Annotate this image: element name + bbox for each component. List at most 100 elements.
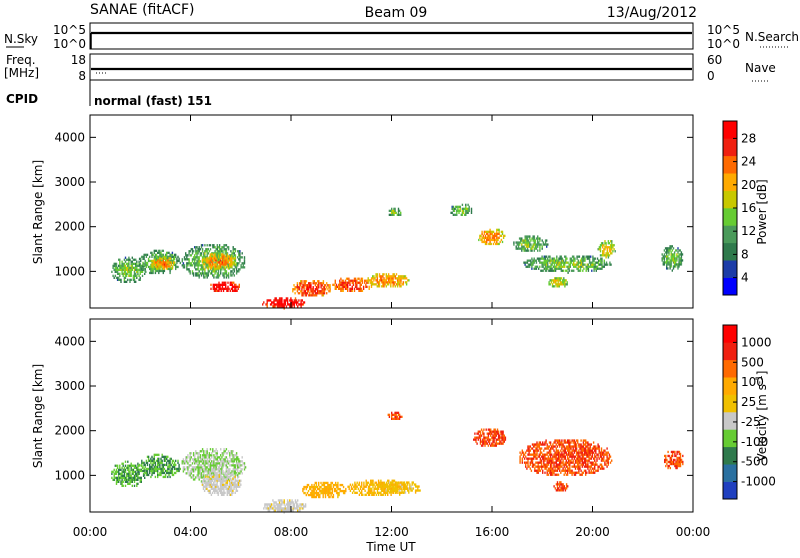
power-cell [202, 268, 203, 270]
power-cell [220, 250, 221, 252]
power-cell [195, 272, 196, 274]
power-cell [350, 288, 351, 290]
power-cell [157, 267, 158, 269]
vel-cell [239, 486, 240, 488]
power-cell [496, 237, 497, 239]
power-cell [142, 275, 143, 277]
power-cell [191, 264, 192, 266]
power-cell [301, 280, 302, 282]
power-cell [595, 264, 596, 266]
vel-cell [500, 441, 501, 443]
vel-cell [552, 443, 553, 445]
vel-cell [154, 460, 155, 462]
vel-cell [155, 462, 156, 464]
vel-cell [336, 490, 337, 492]
vel-cell [125, 465, 126, 467]
power-cell [233, 257, 234, 259]
power-cell [214, 250, 215, 252]
power-cell [383, 273, 384, 275]
vel-cell [210, 472, 211, 474]
power-cell [282, 303, 283, 305]
power-cell [372, 275, 373, 277]
colorbar-tick-label: 28 [741, 131, 756, 145]
vel-cell [480, 443, 481, 445]
vel-cell [361, 486, 362, 488]
vel-cell [489, 443, 490, 445]
power-cell [600, 248, 601, 250]
power-cell [128, 257, 129, 259]
vel-cell [232, 492, 233, 494]
power-cell [131, 275, 132, 277]
power-cell [307, 286, 308, 288]
vel-cell [562, 460, 563, 462]
vel-cell [562, 468, 563, 470]
colorbar-tick-label: 16 [741, 201, 756, 215]
vel-cell [323, 492, 324, 494]
vel-cell [212, 492, 213, 494]
power-cell [129, 275, 130, 277]
power-cell [115, 271, 116, 273]
power-cell [672, 249, 673, 251]
vel-cell [491, 443, 492, 445]
vel-cell [390, 494, 391, 496]
power-cell [612, 250, 613, 252]
vel-cell [229, 476, 230, 478]
vel-cell [387, 494, 388, 496]
power-cell [678, 257, 679, 259]
power-cell [574, 258, 575, 260]
power-cell [244, 260, 245, 262]
power-cell [573, 270, 574, 272]
vel-cell [125, 485, 126, 487]
vel-cell [222, 484, 223, 486]
power-cell [140, 260, 141, 262]
power-cell [115, 265, 116, 267]
power-cell [204, 257, 205, 259]
vel-cell [311, 490, 312, 492]
vel-cell [396, 416, 397, 418]
power-cell [369, 288, 370, 290]
vel-cell [543, 462, 544, 464]
power-cell [529, 260, 530, 262]
vel-cell [166, 464, 167, 466]
vel-cell [169, 466, 170, 468]
vel-cell [164, 458, 165, 460]
vel-cell [490, 429, 491, 431]
power-cell [662, 253, 663, 255]
power-cell [281, 299, 282, 301]
vel-cell [213, 462, 214, 464]
vel-cell [138, 471, 139, 473]
vel-cell [401, 485, 402, 487]
vel-cell [397, 416, 398, 418]
power-cell [227, 253, 228, 255]
power-cell [204, 254, 205, 256]
vel-cell [328, 494, 329, 496]
vel-cell [236, 488, 237, 490]
vel-cell [214, 450, 215, 452]
power-cell [567, 281, 568, 283]
power-cell [350, 290, 351, 292]
power-cell [545, 241, 546, 243]
power-cell [174, 263, 175, 265]
power-cell [222, 261, 223, 263]
vel-cell [145, 472, 146, 474]
vel-cell [129, 471, 130, 473]
vel-cell [233, 488, 234, 490]
power-cell [217, 254, 218, 256]
power-cell [178, 258, 179, 260]
power-cell [119, 279, 120, 281]
vel-cell [129, 481, 130, 483]
vel-cell [519, 462, 520, 464]
power-cell [290, 297, 291, 299]
power-cell [578, 264, 579, 266]
power-cell [211, 259, 212, 261]
vel-cell [341, 490, 342, 492]
power-cell [372, 281, 373, 283]
vel-cell [225, 486, 226, 488]
vel-cell [215, 490, 216, 492]
power-cell [185, 252, 186, 254]
power-cell [183, 262, 184, 264]
vel-cell [202, 448, 203, 450]
power-cell [235, 254, 236, 256]
power-cell [286, 297, 287, 299]
vel-cell [222, 478, 223, 480]
